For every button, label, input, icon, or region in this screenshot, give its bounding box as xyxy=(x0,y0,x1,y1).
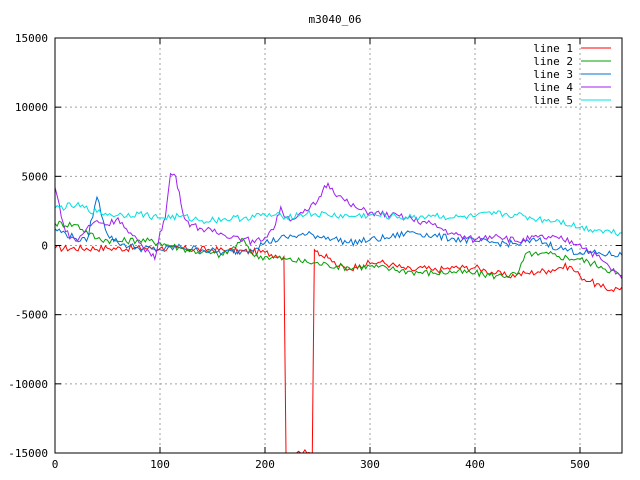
series-line-3 xyxy=(54,195,623,258)
axis-ticks: 0 100 200 300 400 500 -15000 -10000 -5000 0 5000 10… xyxy=(8,32,622,471)
tick-label-x: 0 xyxy=(52,458,59,471)
tick-label-x: 500 xyxy=(570,458,590,471)
tick-label-y: -10000 xyxy=(8,378,48,391)
series-line-5 xyxy=(54,201,623,237)
legend-label: line 1 xyxy=(533,42,573,55)
tick-label-y: 15000 xyxy=(15,32,48,45)
legend-label: line 5 xyxy=(533,94,573,107)
tick-label-y: -15000 xyxy=(8,447,48,460)
tick-label-y: 0 xyxy=(41,240,48,253)
tick-label-y: -5000 xyxy=(15,309,48,322)
chart-title: m3040_06 xyxy=(309,13,362,26)
grid-lines xyxy=(55,38,622,453)
legend-label: line 3 xyxy=(533,68,573,81)
tick-label-x: 300 xyxy=(360,458,380,471)
tick-label-y: 5000 xyxy=(22,170,49,183)
series-layer xyxy=(54,172,623,454)
tick-label-x: 100 xyxy=(150,458,170,471)
tick-label-y: 10000 xyxy=(15,101,48,114)
tick-label-x: 400 xyxy=(465,458,485,471)
tick-label-x: 200 xyxy=(255,458,275,471)
legend-label: line 4 xyxy=(533,81,573,94)
series-line-2 xyxy=(54,220,623,280)
legend-label: line 2 xyxy=(533,55,573,68)
series-line-4 xyxy=(54,172,623,279)
